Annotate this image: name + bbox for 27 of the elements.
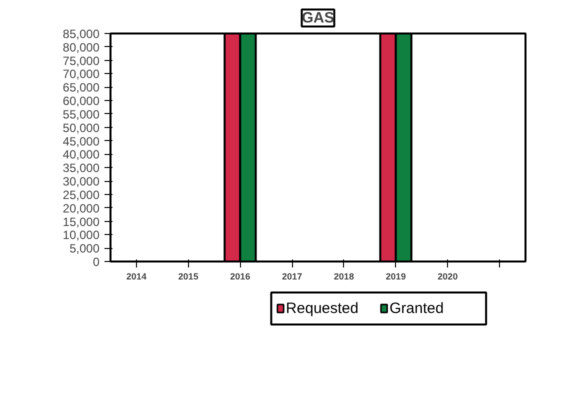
y-tick-label: 15,000 [62,214,100,229]
y-tick-label: 0 [92,255,100,269]
x-tick-label: 2020 [438,272,458,282]
x-tick-label: 2019 [386,272,406,282]
y-tick-label: 50,000 [62,120,100,135]
x-tick-label: 2016 [230,272,250,282]
y-tick-label: 85,000 [62,27,100,41]
y-tick-label: 45,000 [62,134,100,148]
x-tick-label: 2015 [178,272,198,282]
y-tick-label: 60,000 [62,94,100,108]
legend-label: Requested [286,300,358,317]
x-tick-label: 2017 [282,272,302,282]
y-tick-label: 55,000 [62,107,100,122]
y-tick-label: 20,000 [62,201,100,216]
y-tick-label: 35,000 [62,161,100,176]
y-tick-label: 65,000 [62,80,100,95]
y-tick-label: 25,000 [62,188,100,202]
y-tick-label: 80,000 [62,40,100,54]
x-tick-label: 2014 [126,272,146,282]
y-tick-label: 30,000 [62,174,100,189]
x-tick-label: 2018 [334,272,354,282]
y-tick-label: 40,000 [62,148,100,162]
y-tick-label: 5,000 [69,242,100,256]
y-tick-label: 70,000 [62,67,100,82]
y-tick-label: 10,000 [62,228,100,242]
y-tick-label: 75,000 [62,54,100,68]
legend-label: Granted [389,300,444,317]
